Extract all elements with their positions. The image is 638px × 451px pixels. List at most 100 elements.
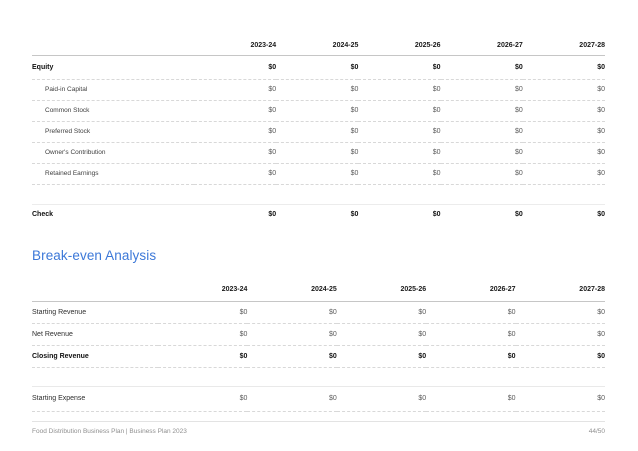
cell-value: $0 xyxy=(432,63,441,71)
cell-value: $0 xyxy=(239,308,248,316)
cell-value: $0 xyxy=(597,330,605,338)
cell-value: $0 xyxy=(514,128,523,135)
column-header-year: 2024-25 xyxy=(311,286,337,294)
table-spacer-row xyxy=(32,367,605,386)
row-label: Check xyxy=(32,211,54,219)
header-spacer-cell xyxy=(32,279,158,301)
section-heading-breakeven: Break-even Analysis xyxy=(32,248,157,263)
row-label: Paid-in Capital xyxy=(45,86,88,93)
cell-value: $0 xyxy=(268,128,277,135)
footer-document-title: Food Distribution Business Plan | Busine… xyxy=(32,428,187,435)
column-header-year: 2023-24 xyxy=(221,286,248,294)
cell-value: $0 xyxy=(328,352,337,360)
cell-value: $0 xyxy=(350,211,359,219)
cell-value: $0 xyxy=(268,211,277,219)
column-header-year: 2023-24 xyxy=(250,41,277,49)
column-header-year: 2027-28 xyxy=(579,286,605,294)
equity-table-header-row: 2023-24 2024-25 2025-26 2026-27 2027-28 xyxy=(32,36,605,55)
row-label: Starting Expense xyxy=(32,395,86,402)
cell-value: $0 xyxy=(268,107,277,114)
cell-value: $0 xyxy=(597,395,605,402)
cell-value: $0 xyxy=(432,149,441,156)
cell-value: $0 xyxy=(432,86,441,93)
cell-value: $0 xyxy=(507,308,516,316)
column-header-year: 2027-28 xyxy=(579,41,605,49)
table-row-net-revenue: Net Revenue $0 $0 $0 $0 $0 xyxy=(32,323,605,345)
cell-value: $0 xyxy=(432,107,441,114)
row-label: Common Stock xyxy=(45,107,90,114)
breakeven-table-header-row: 2023-24 2024-25 2025-26 2026-27 2027-28 xyxy=(32,279,605,301)
cell-value: $0 xyxy=(268,63,277,71)
row-label: Equity xyxy=(32,63,54,71)
cell-value: $0 xyxy=(514,211,523,219)
cell-value: $0 xyxy=(350,128,359,135)
table-spacer-row xyxy=(32,184,605,204)
cell-value: $0 xyxy=(328,330,337,338)
cell-value: $0 xyxy=(268,86,277,93)
cell-value: $0 xyxy=(328,308,337,316)
row-label: Closing Revenue xyxy=(32,352,89,360)
cell-value: $0 xyxy=(268,170,277,177)
cell-value: $0 xyxy=(418,308,427,316)
cell-value: $0 xyxy=(432,170,441,177)
column-header-year: 2026-27 xyxy=(497,41,523,49)
column-header-year: 2024-25 xyxy=(332,41,359,49)
table-row-preferred-stock: Preferred Stock $0 $0 $0 $0 $0 xyxy=(32,121,605,142)
cell-value: $0 xyxy=(597,308,605,316)
row-label: Retained Earnings xyxy=(45,170,99,177)
cell-value: $0 xyxy=(597,149,605,156)
cell-value: $0 xyxy=(597,211,605,219)
cell-value: $0 xyxy=(239,330,248,338)
cell-value: $0 xyxy=(432,128,441,135)
cell-value: $0 xyxy=(268,149,277,156)
column-header-year: 2025-26 xyxy=(414,41,441,49)
table-row-check: Check $0 $0 $0 $0 $0 xyxy=(32,204,605,225)
cell-value: $0 xyxy=(418,330,427,338)
column-header-year: 2025-26 xyxy=(400,286,427,294)
cell-value: $0 xyxy=(507,330,516,338)
table-row-starting-revenue: Starting Revenue $0 $0 $0 $0 $0 xyxy=(32,301,605,323)
cell-value: $0 xyxy=(597,63,605,71)
cell-value: $0 xyxy=(507,395,516,402)
cell-value: $0 xyxy=(328,395,337,402)
cell-value: $0 xyxy=(597,107,605,114)
cell-value: $0 xyxy=(597,352,605,360)
cell-value: $0 xyxy=(597,86,605,93)
table-row-starting-expense: Starting Expense $0 $0 $0 $0 $0 xyxy=(32,386,605,411)
cell-value: $0 xyxy=(239,352,248,360)
cell-value: $0 xyxy=(418,395,427,402)
cell-value: $0 xyxy=(350,170,359,177)
cell-value: $0 xyxy=(507,352,516,360)
cell-value: $0 xyxy=(432,211,441,219)
cell-value: $0 xyxy=(514,63,523,71)
cell-value: $0 xyxy=(597,128,605,135)
row-label: Owner's Contribution xyxy=(45,149,106,156)
cell-value: $0 xyxy=(514,86,523,93)
cell-value: $0 xyxy=(418,352,427,360)
table-row-common-stock: Common Stock $0 $0 $0 $0 $0 xyxy=(32,100,605,121)
cell-value: $0 xyxy=(350,86,359,93)
cell-value: $0 xyxy=(350,149,359,156)
cell-value: $0 xyxy=(514,149,523,156)
cell-value: $0 xyxy=(239,395,248,402)
row-label: Preferred Stock xyxy=(45,128,91,135)
equity-table: 2023-24 2024-25 2025-26 2026-27 2027-28 … xyxy=(32,36,605,225)
page-footer: Food Distribution Business Plan | Busine… xyxy=(32,421,605,435)
footer-page-number: 44/50 xyxy=(588,428,605,435)
table-row-retained-earnings: Retained Earnings $0 $0 $0 $0 $0 xyxy=(32,163,605,184)
cell-value: $0 xyxy=(350,63,359,71)
breakeven-table: 2023-24 2024-25 2025-26 2026-27 2027-28 … xyxy=(32,279,605,412)
table-row-paid-in-capital: Paid-in Capital $0 $0 $0 $0 $0 xyxy=(32,79,605,100)
cell-value: $0 xyxy=(514,107,523,114)
column-header-year: 2026-27 xyxy=(489,286,516,294)
table-row-equity: Equity $0 $0 $0 $0 $0 xyxy=(32,55,605,79)
table-row-owners-contribution: Owner's Contribution $0 $0 $0 $0 $0 xyxy=(32,142,605,163)
header-spacer-cell xyxy=(32,36,194,55)
table-row-closing-revenue: Closing Revenue $0 $0 $0 $0 $0 xyxy=(32,345,605,367)
cell-value: $0 xyxy=(350,107,359,114)
row-label: Net Revenue xyxy=(32,330,73,338)
cell-value: $0 xyxy=(597,170,605,177)
cell-value: $0 xyxy=(514,170,523,177)
row-label: Starting Revenue xyxy=(32,308,87,316)
